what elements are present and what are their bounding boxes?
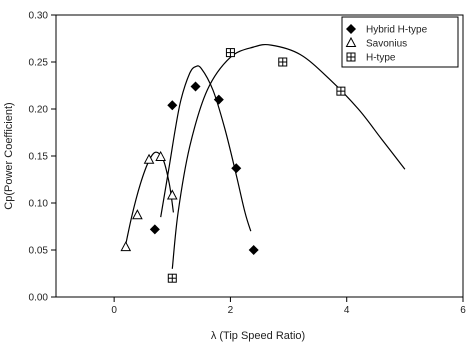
legend-box bbox=[341, 16, 459, 68]
y-tick-label: 0.10 bbox=[29, 199, 49, 210]
data-point-square-plus bbox=[278, 57, 288, 67]
y-tick-label: 0.15 bbox=[29, 152, 49, 163]
legend-marker-diamond bbox=[346, 24, 356, 34]
data-point-triangle bbox=[120, 241, 132, 252]
x-tick-label: 0 bbox=[111, 305, 117, 316]
y-tick-label: 0.25 bbox=[29, 58, 49, 69]
data-point-square-plus bbox=[167, 273, 177, 283]
data-point-triangle bbox=[155, 150, 166, 161]
legend-label: Hybrid H-type bbox=[366, 25, 428, 36]
data-point-diamond bbox=[213, 94, 224, 105]
data-point-diamond bbox=[190, 81, 201, 92]
data-point-square-plus bbox=[225, 48, 235, 58]
y-axis-label: Cp(Power Coefficient) bbox=[3, 102, 15, 209]
y-tick-label: 0.20 bbox=[29, 105, 49, 116]
data-point-diamond bbox=[231, 163, 242, 174]
y-tick-label: 0.05 bbox=[29, 246, 49, 257]
data-point-diamond bbox=[149, 224, 160, 235]
data-point-triangle bbox=[166, 189, 178, 200]
y-tick-label: 0.30 bbox=[29, 11, 49, 22]
y-tick-label: 0.00 bbox=[29, 293, 49, 304]
x-tick-label: 4 bbox=[344, 305, 350, 316]
data-point-triangle bbox=[143, 153, 155, 164]
legend: Hybrid H-type Savonius H-type bbox=[341, 16, 459, 68]
legend-marker-triangle bbox=[345, 36, 357, 47]
x-axis-label: λ (Tip Speed Ratio) bbox=[211, 330, 305, 342]
fit-curve-square-plus bbox=[171, 43, 406, 269]
legend-label: H-type bbox=[366, 53, 396, 64]
data-point-triangle bbox=[132, 209, 143, 220]
data-point-diamond bbox=[167, 100, 178, 111]
legend-marker-square-plus bbox=[346, 52, 356, 62]
x-tick-label: 6 bbox=[460, 305, 466, 316]
legend-label: Savonius bbox=[366, 39, 407, 50]
data-point-square-plus bbox=[336, 86, 346, 96]
fit-curve-diamond bbox=[160, 65, 252, 232]
x-tick-label: 2 bbox=[228, 305, 234, 316]
fit-curve-triangle bbox=[124, 151, 174, 251]
data-point-diamond bbox=[248, 245, 259, 255]
